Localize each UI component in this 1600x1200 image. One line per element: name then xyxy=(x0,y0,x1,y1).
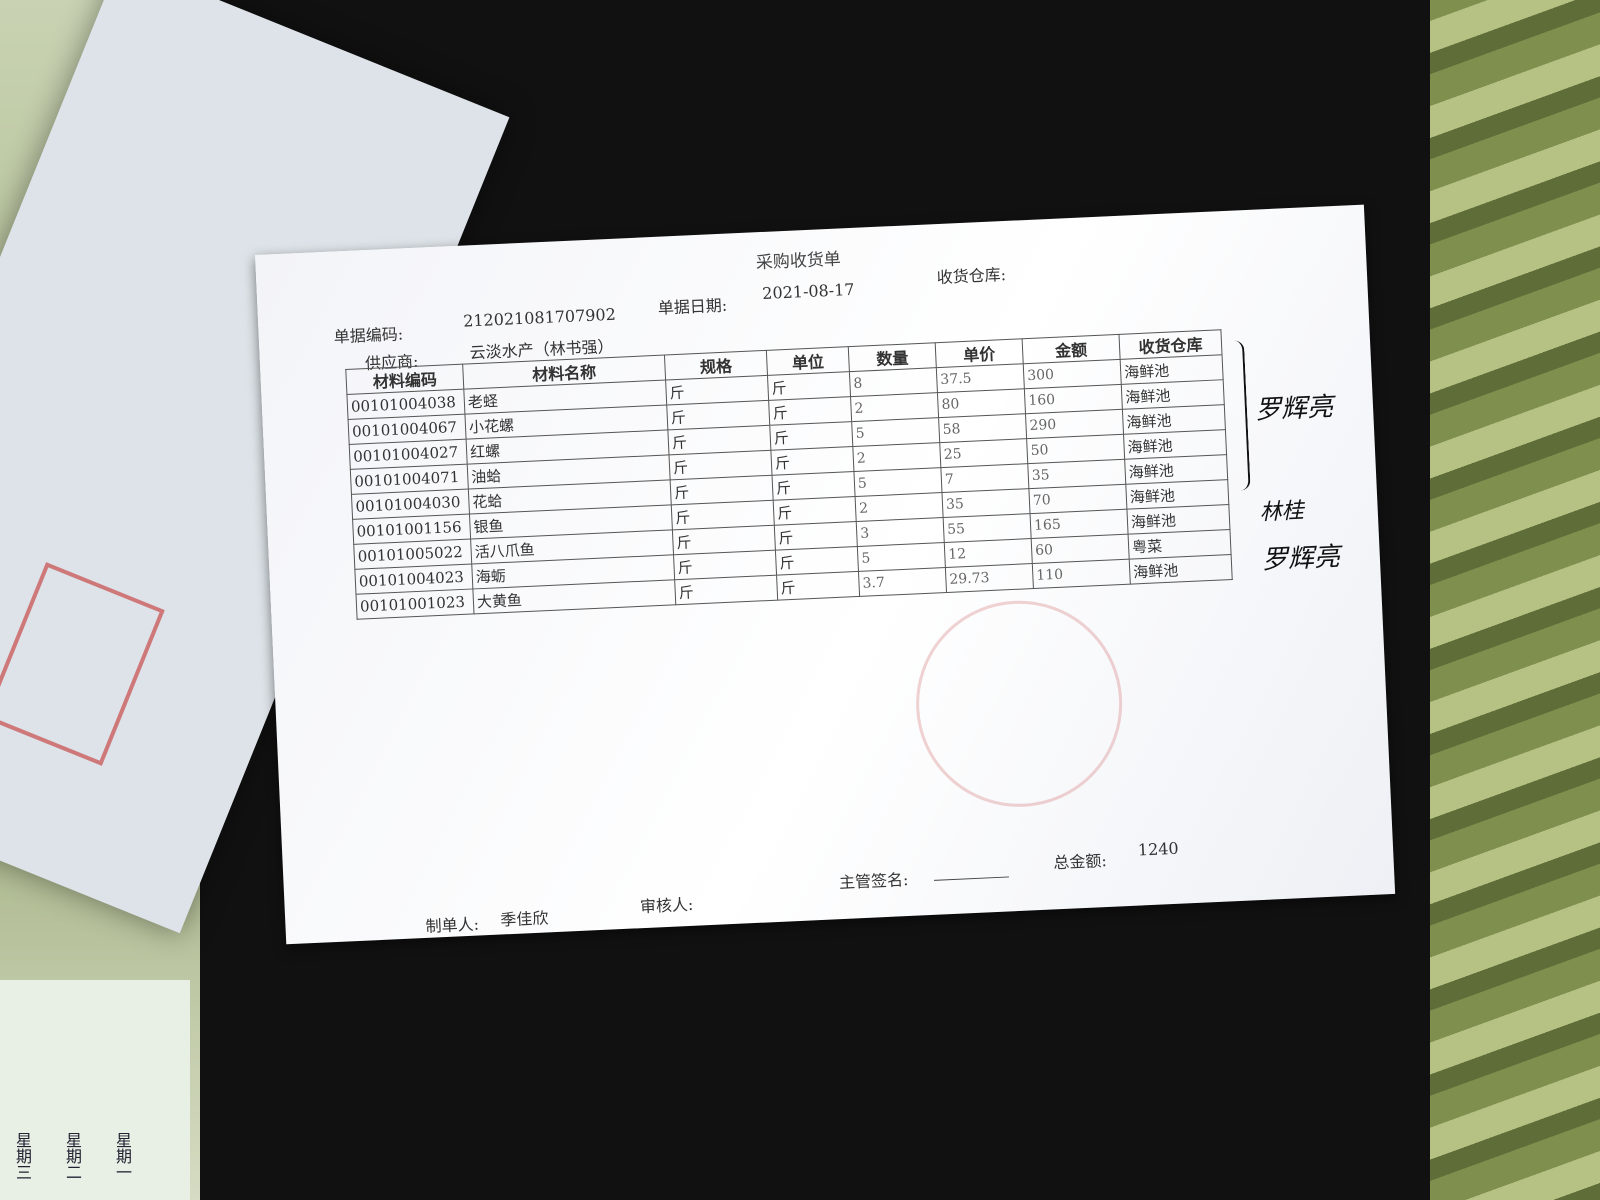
column-header: 单位 xyxy=(766,346,850,376)
calendar: 星期三 星期二 星期一 xyxy=(0,980,190,1200)
cell-unit: 斤 xyxy=(773,496,857,526)
cell-unit: 斤 xyxy=(774,521,858,551)
cell-price: 29.73 xyxy=(945,563,1034,593)
reviewer-label: 审核人: xyxy=(639,894,694,917)
doc-no-label: 单据编码: xyxy=(333,324,404,347)
handwritten-signature: 罗辉亮 xyxy=(1254,392,1334,426)
cell-unit: 斤 xyxy=(770,446,854,476)
cell-qty: 3.7 xyxy=(858,567,947,597)
cell-spec: 斤 xyxy=(674,575,778,605)
faded-seal xyxy=(911,596,1127,812)
cell-amount: 110 xyxy=(1032,559,1131,589)
doc-title: 采购收货单 xyxy=(755,249,842,274)
calendar-label: 星期一 xyxy=(113,1132,132,1180)
date-label: 单据日期: xyxy=(657,295,728,318)
cell-warehouse: 海鲜池 xyxy=(1129,554,1233,585)
handwritten-signature: 林桂 xyxy=(1259,498,1305,526)
cell-unit: 斤 xyxy=(776,571,860,601)
doc-no: 212021081707902 xyxy=(462,304,617,331)
cell-unit: 斤 xyxy=(769,421,853,451)
warehouse-label: 收货仓库: xyxy=(936,264,1007,288)
handwritten-signature: 罗辉亮 xyxy=(1261,542,1341,576)
cell-unit: 斤 xyxy=(772,471,856,501)
maker: 季佳欣 xyxy=(499,908,549,930)
receipt-sheet: 采购收货单 单据编码: 212021081707902 单据日期: 2021-0… xyxy=(255,204,1396,945)
calendar-label: 星期三 xyxy=(13,1132,32,1180)
cell-unit: 斤 xyxy=(767,371,851,401)
cell-unit: 斤 xyxy=(775,546,859,576)
total: 1240 xyxy=(1137,838,1180,860)
handwritten-brace xyxy=(1231,340,1251,491)
maker-label: 制单人: xyxy=(425,914,480,936)
date: 2021-08-17 xyxy=(761,279,855,304)
calendar-label: 星期二 xyxy=(63,1132,82,1180)
curtain-right xyxy=(1400,0,1600,1200)
cell-code: 00101001023 xyxy=(355,588,475,620)
supervisor-label: 主管签名: xyxy=(838,870,909,893)
items-table: 材料编码 材料名称 规格 单位 数量 单价 金额 收货仓库 00101004038 老蛏斤斤 8 3… xyxy=(345,329,1233,620)
cell-unit: 斤 xyxy=(768,396,852,426)
supervisor-signature-line xyxy=(934,876,1010,881)
total-label: 总金额: xyxy=(1052,850,1108,873)
